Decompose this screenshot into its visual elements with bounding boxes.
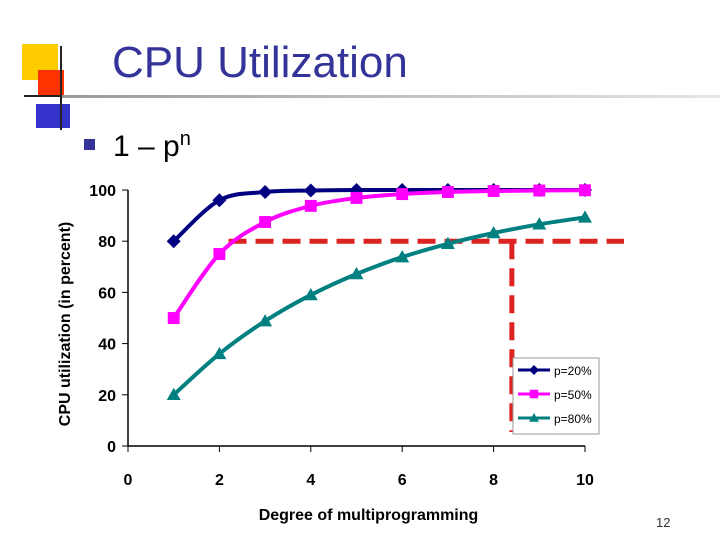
series-p80 [166, 210, 592, 401]
legend-item: p=80% [518, 412, 592, 426]
data-point-triangle [532, 217, 547, 230]
legend-label: p=80% [554, 412, 592, 426]
x-tick-label: 10 [576, 472, 594, 489]
data-point-triangle [303, 287, 318, 301]
bullet-item: 1 – pn [84, 120, 191, 166]
x-tick-label: 4 [306, 472, 315, 489]
y-tick-label: 40 [98, 337, 116, 354]
data-point-diamond [258, 185, 273, 200]
axes: 0 20 40 60 80 100 0 2 4 6 8 10 Degree of multiprogra… [57, 183, 594, 524]
series-p20 [166, 183, 592, 249]
series-p50 [167, 184, 591, 324]
bullet-square-icon [84, 139, 95, 150]
data-point-square [304, 199, 317, 212]
data-point-square [441, 186, 454, 198]
legend-item: p=50% [518, 388, 592, 402]
legend: p=20% p=50% p=80% [512, 357, 600, 435]
data-point-triangle [349, 266, 364, 280]
x-tick-label: 8 [489, 472, 498, 489]
decor-horizontal-line [24, 95, 72, 97]
data-point-triangle [529, 413, 539, 422]
page-number: 12 [656, 515, 671, 530]
data-point-square [487, 185, 500, 197]
data-point-square [167, 312, 180, 324]
y-tick-label: 80 [98, 234, 116, 251]
x-tick-label: 6 [398, 472, 407, 489]
data-point-square [259, 216, 272, 228]
data-point-square [579, 184, 591, 197]
data-point-triangle [440, 236, 455, 250]
reference-lines [228, 238, 624, 432]
y-axis-label: CPU utilization (in percent) [57, 222, 74, 426]
data-point-triangle [578, 210, 592, 223]
x-axis-label: Degree of multiprogramming [259, 507, 479, 524]
y-tick-label: 100 [89, 183, 116, 200]
series-layer [166, 183, 592, 401]
decor-red-square [38, 70, 64, 96]
formula-exponent: n [179, 128, 191, 150]
data-point-triangle [395, 250, 410, 263]
legend-label: p=20% [554, 364, 592, 378]
data-point-triangle [258, 314, 273, 327]
y-tick-label: 60 [98, 285, 116, 302]
data-point-triangle [166, 387, 181, 401]
data-point-square [350, 191, 363, 204]
title-underline [62, 95, 720, 98]
data-point-square [396, 188, 409, 201]
formula-base: 1 – p [113, 130, 180, 163]
slide-title: CPU Utilization [112, 38, 408, 87]
x-tick-label: 0 [124, 472, 133, 489]
data-point-triangle [212, 346, 227, 360]
data-point-diamond [166, 234, 181, 249]
series-line [172, 188, 586, 320]
legend-label: p=50% [554, 388, 592, 402]
data-point-diamond [303, 183, 318, 198]
data-point-square [213, 248, 226, 260]
series-line [172, 215, 586, 397]
y-tick-label: 20 [98, 388, 116, 405]
x-tick-label: 2 [215, 472, 224, 489]
data-point-square [533, 184, 546, 197]
data-point-square [529, 389, 539, 399]
legend-item: p=20% [518, 364, 592, 378]
data-point-diamond [529, 365, 539, 375]
y-tick-label: 0 [107, 439, 116, 456]
data-point-triangle [486, 226, 501, 239]
data-point-diamond [212, 193, 227, 208]
decor-blue-square [36, 104, 70, 128]
bullet-formula: 1 – pn [113, 128, 191, 163]
decor-vertical-line [60, 46, 62, 130]
